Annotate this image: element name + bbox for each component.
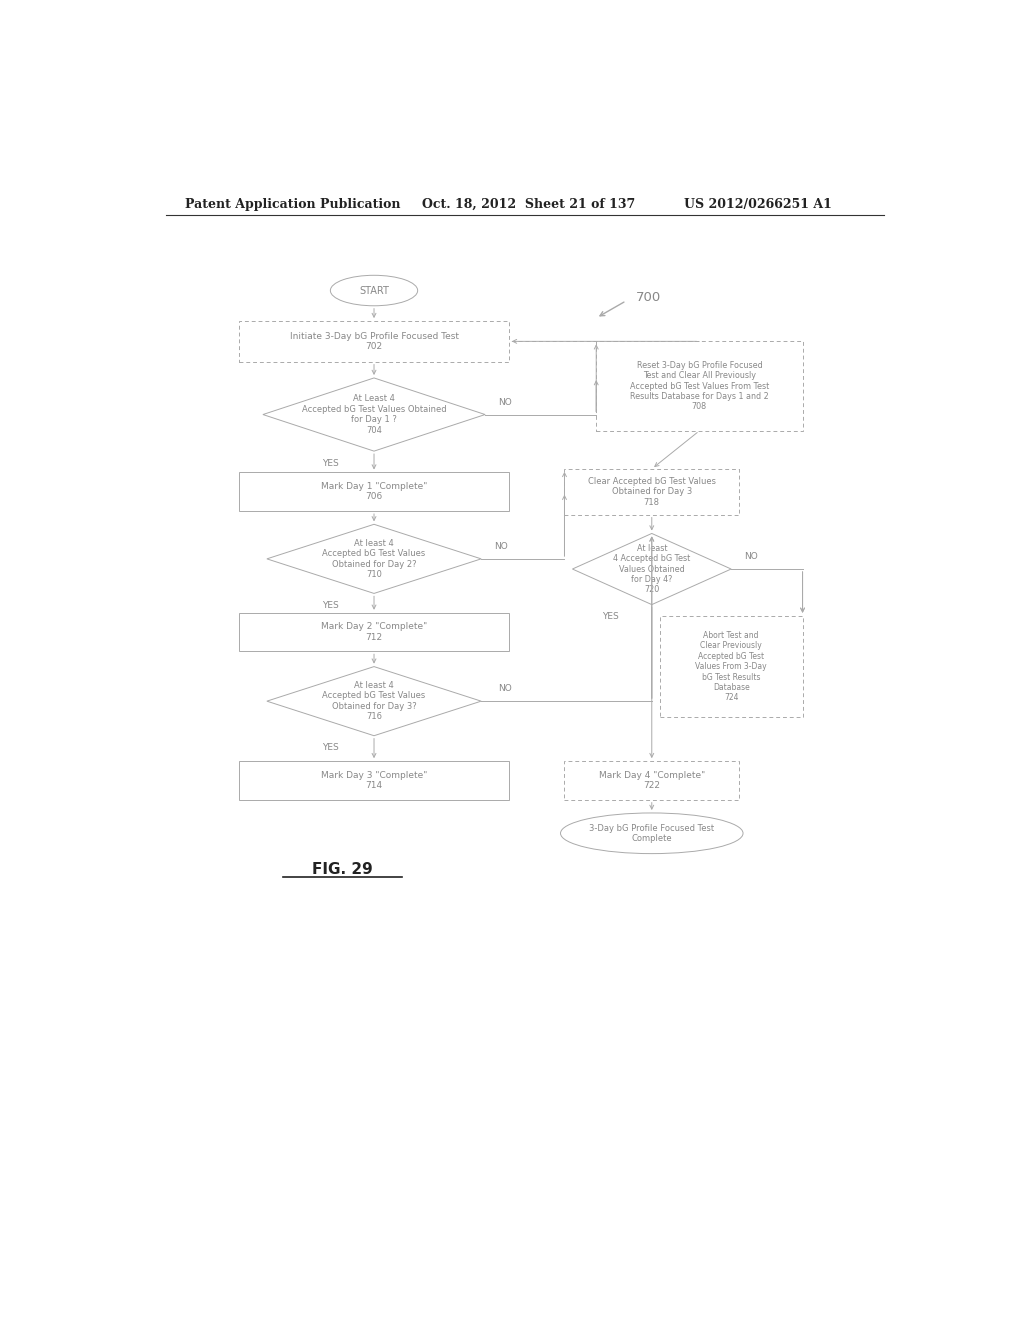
- Ellipse shape: [560, 813, 743, 854]
- Text: Mark Day 3 "Complete"
714: Mark Day 3 "Complete" 714: [321, 771, 427, 791]
- Text: Oct. 18, 2012  Sheet 21 of 137: Oct. 18, 2012 Sheet 21 of 137: [422, 198, 635, 211]
- Text: NO: NO: [498, 397, 512, 407]
- Text: Mark Day 2 "Complete"
712: Mark Day 2 "Complete" 712: [321, 622, 427, 642]
- Text: 3-Day bG Profile Focused Test
Complete: 3-Day bG Profile Focused Test Complete: [589, 824, 715, 843]
- Text: At least 4
Accepted bG Test Values
Obtained for Day 3?
716: At least 4 Accepted bG Test Values Obtai…: [323, 681, 426, 721]
- Text: Initiate 3-Day bG Profile Focused Test
702: Initiate 3-Day bG Profile Focused Test 7…: [290, 331, 459, 351]
- Text: NO: NO: [495, 543, 508, 552]
- FancyBboxPatch shape: [596, 342, 803, 430]
- FancyBboxPatch shape: [564, 762, 739, 800]
- Text: US 2012/0266251 A1: US 2012/0266251 A1: [684, 198, 831, 211]
- Text: YES: YES: [602, 612, 618, 622]
- FancyBboxPatch shape: [239, 473, 509, 511]
- Text: NO: NO: [744, 552, 758, 561]
- Text: YES: YES: [322, 601, 339, 610]
- Text: NO: NO: [498, 685, 512, 693]
- Text: START: START: [359, 285, 389, 296]
- FancyBboxPatch shape: [659, 615, 803, 718]
- Text: YES: YES: [322, 459, 339, 467]
- Text: At least
4 Accepted bG Test
Values Obtained
for Day 4?
720: At least 4 Accepted bG Test Values Obtai…: [613, 544, 690, 594]
- Polygon shape: [263, 378, 485, 451]
- Text: Mark Day 4 "Complete"
722: Mark Day 4 "Complete" 722: [599, 771, 705, 791]
- Text: At Least 4
Accepted bG Test Values Obtained
for Day 1 ?
704: At Least 4 Accepted bG Test Values Obtai…: [302, 395, 446, 434]
- Text: 700: 700: [636, 292, 662, 304]
- Text: At least 4
Accepted bG Test Values
Obtained for Day 2?
710: At least 4 Accepted bG Test Values Obtai…: [323, 539, 426, 579]
- Polygon shape: [267, 667, 481, 735]
- Text: Reset 3-Day bG Profile Focused
Test and Clear All Previously
Accepted bG Test Va: Reset 3-Day bG Profile Focused Test and …: [630, 360, 769, 412]
- Polygon shape: [572, 533, 731, 605]
- Polygon shape: [267, 524, 481, 594]
- Text: YES: YES: [322, 743, 339, 752]
- Text: FIG. 29: FIG. 29: [312, 862, 373, 878]
- Text: Clear Accepted bG Test Values
Obtained for Day 3
718: Clear Accepted bG Test Values Obtained f…: [588, 477, 716, 507]
- Text: Patent Application Publication: Patent Application Publication: [185, 198, 400, 211]
- FancyBboxPatch shape: [239, 321, 509, 362]
- Ellipse shape: [331, 276, 418, 306]
- FancyBboxPatch shape: [239, 612, 509, 651]
- Text: Abort Test and
Clear Previously
Accepted bG Test
Values From 3-Day
bG Test Resul: Abort Test and Clear Previously Accepted…: [695, 631, 767, 702]
- Text: Mark Day 1 "Complete"
706: Mark Day 1 "Complete" 706: [321, 482, 427, 502]
- FancyBboxPatch shape: [564, 469, 739, 515]
- FancyBboxPatch shape: [239, 762, 509, 800]
